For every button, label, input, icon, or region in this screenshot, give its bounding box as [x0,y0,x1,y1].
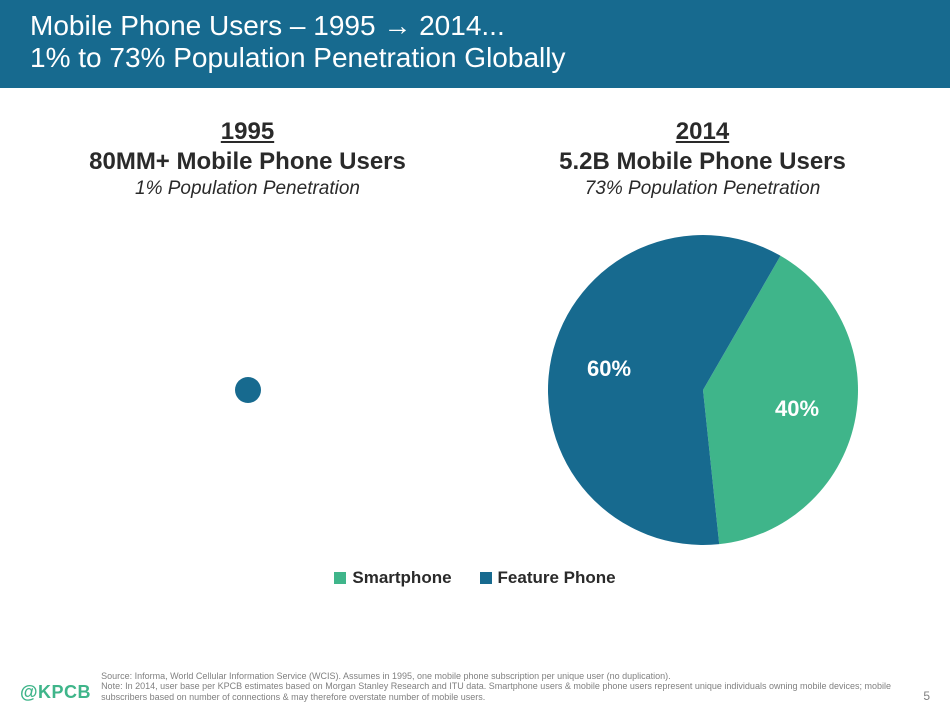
legend-swatch [334,572,346,584]
legend: Smartphone Feature Phone [0,568,950,589]
legend-swatch [480,572,492,584]
legend-label: Smartphone [352,568,451,588]
footer: @KPCB Source: Informa, World Cellular In… [20,671,930,703]
penetration-2014: 73% Population Penetration [498,178,908,200]
users-2014: 5.2B Mobile Phone Users [498,148,908,176]
pie-2014: 40% 60% [523,225,883,555]
pie-slice-label: 40% [774,396,818,421]
source-text: Source: Informa, World Cellular Informat… [101,671,913,703]
users-1995: 80MM+ Mobile Phone Users [43,148,453,176]
pie-1995-wrap [43,230,453,550]
kpcb-handle: @KPCB [20,682,91,703]
pie-slice [235,377,261,403]
pie-2014-wrap: 40% 60% [498,230,908,550]
title-line-1: Mobile Phone Users – 1995 → 2014... [30,10,920,42]
legend-item: Smartphone [334,568,451,588]
title-bar: Mobile Phone Users – 1995 → 2014... 1% t… [0,0,950,88]
year-1995: 1995 [43,118,453,146]
legend-label: Feature Phone [498,568,616,588]
page-number: 5 [923,689,930,703]
penetration-1995: 1% Population Penetration [43,178,453,200]
title-line-2: 1% to 73% Population Penetration Globall… [30,42,920,74]
charts-row: 1995 80MM+ Mobile Phone Users 1% Populat… [0,88,950,550]
chart-col-2014: 2014 5.2B Mobile Phone Users 73% Populat… [498,118,908,550]
pie-slice-label: 60% [586,356,630,381]
chart-col-1995: 1995 80MM+ Mobile Phone Users 1% Populat… [43,118,453,550]
legend-item: Feature Phone [480,568,616,588]
pie-1995 [88,230,408,550]
year-2014: 2014 [498,118,908,146]
slide: Mobile Phone Users – 1995 → 2014... 1% t… [0,0,950,713]
